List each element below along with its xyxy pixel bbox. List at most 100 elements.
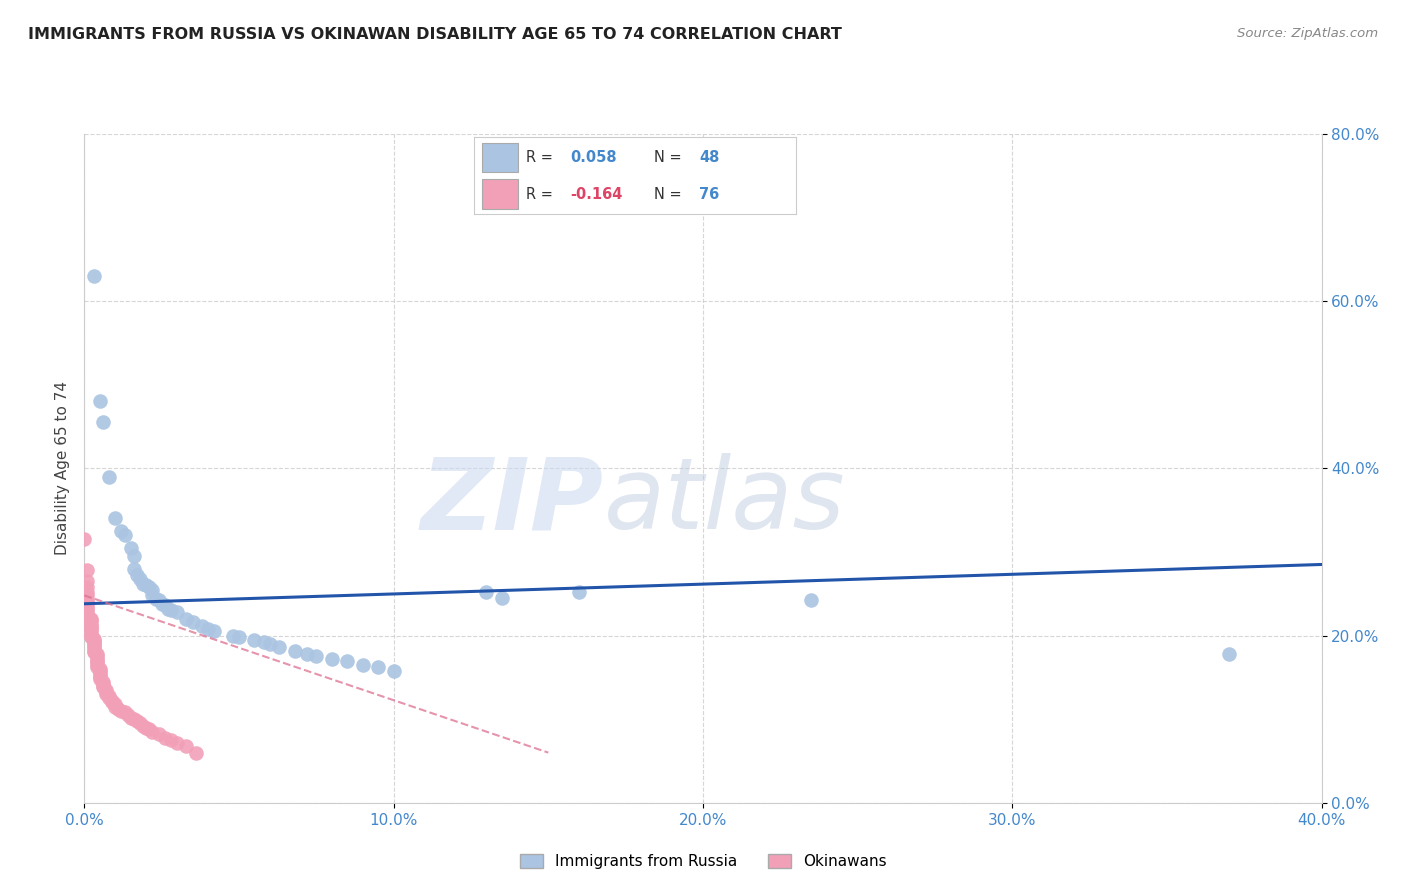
Point xyxy=(76,574,98,589)
Point xyxy=(120,710,142,724)
Point xyxy=(104,697,127,711)
Point xyxy=(135,721,157,735)
Legend: Immigrants from Russia, Okinawans: Immigrants from Russia, Okinawans xyxy=(513,848,893,875)
Text: 0.058: 0.058 xyxy=(571,150,617,165)
Text: N =: N = xyxy=(654,186,686,202)
Point xyxy=(191,618,214,632)
Point xyxy=(110,704,132,718)
Point xyxy=(114,706,136,720)
Point xyxy=(122,549,145,563)
Point xyxy=(86,657,108,672)
Point xyxy=(89,394,111,409)
Point xyxy=(125,568,148,582)
Point xyxy=(104,699,127,714)
Point xyxy=(122,712,145,726)
Point xyxy=(138,723,160,737)
Text: 48: 48 xyxy=(699,150,720,165)
Y-axis label: Disability Age 65 to 74: Disability Age 65 to 74 xyxy=(55,381,70,556)
Point xyxy=(91,679,114,693)
Text: IMMIGRANTS FROM RUSSIA VS OKINAWAN DISABILITY AGE 65 TO 74 CORRELATION CHART: IMMIGRANTS FROM RUSSIA VS OKINAWAN DISAB… xyxy=(28,27,842,42)
Point xyxy=(336,654,359,668)
Point xyxy=(89,664,111,678)
Point xyxy=(79,624,101,639)
Point xyxy=(305,648,328,663)
FancyBboxPatch shape xyxy=(482,143,517,172)
Point xyxy=(76,597,98,611)
Point xyxy=(89,662,111,676)
Point xyxy=(184,746,207,760)
Point xyxy=(79,630,101,644)
Text: 76: 76 xyxy=(699,186,720,202)
Point xyxy=(110,524,132,538)
Point xyxy=(86,649,108,664)
Point xyxy=(79,622,101,636)
Point xyxy=(89,672,111,686)
Point xyxy=(202,624,225,639)
Point xyxy=(79,614,101,628)
Point xyxy=(156,602,179,616)
Point xyxy=(91,674,114,689)
Point xyxy=(79,627,101,641)
Point xyxy=(114,528,136,542)
Point xyxy=(101,694,124,708)
Point xyxy=(86,655,108,669)
Point xyxy=(132,719,155,733)
Point xyxy=(91,681,114,695)
Point xyxy=(125,714,148,728)
Point xyxy=(120,541,142,555)
Point xyxy=(94,682,117,697)
Point xyxy=(76,589,98,603)
Point xyxy=(135,578,157,592)
Point xyxy=(138,580,160,594)
Point xyxy=(117,708,139,723)
Point xyxy=(83,268,105,283)
Point xyxy=(76,595,98,609)
Point xyxy=(107,702,129,716)
Point xyxy=(83,645,105,659)
FancyBboxPatch shape xyxy=(482,179,517,209)
Point xyxy=(79,612,101,626)
Point xyxy=(83,641,105,656)
Point xyxy=(83,643,105,657)
Point xyxy=(76,610,98,624)
Point xyxy=(148,727,170,741)
Point xyxy=(89,666,111,681)
Point xyxy=(76,580,98,594)
Point xyxy=(132,576,155,591)
Point xyxy=(166,735,188,749)
Point xyxy=(321,652,343,666)
Point xyxy=(153,731,176,745)
Point xyxy=(150,597,173,611)
Point xyxy=(800,593,823,607)
Text: N =: N = xyxy=(654,150,686,165)
Point xyxy=(141,589,163,603)
Point xyxy=(76,607,98,621)
Point xyxy=(89,669,111,683)
Point xyxy=(86,647,108,661)
Point xyxy=(176,739,198,753)
Point xyxy=(367,660,389,674)
Point xyxy=(79,618,101,632)
Point xyxy=(129,716,152,731)
Point xyxy=(243,632,266,647)
Point xyxy=(491,591,513,605)
Point xyxy=(91,415,114,429)
Point xyxy=(79,628,101,642)
Point xyxy=(259,637,281,651)
Point xyxy=(197,622,219,636)
Point xyxy=(98,691,121,706)
Point xyxy=(228,630,250,644)
Point xyxy=(76,600,98,615)
Point xyxy=(181,615,204,630)
Point xyxy=(76,602,98,616)
Point xyxy=(86,652,108,666)
Point xyxy=(104,511,127,525)
Point xyxy=(153,599,176,613)
Text: -0.164: -0.164 xyxy=(571,186,623,202)
Point xyxy=(269,640,291,655)
Point xyxy=(568,585,591,599)
Point xyxy=(148,593,170,607)
Point xyxy=(160,733,183,747)
Point xyxy=(129,572,152,586)
Point xyxy=(145,591,167,606)
